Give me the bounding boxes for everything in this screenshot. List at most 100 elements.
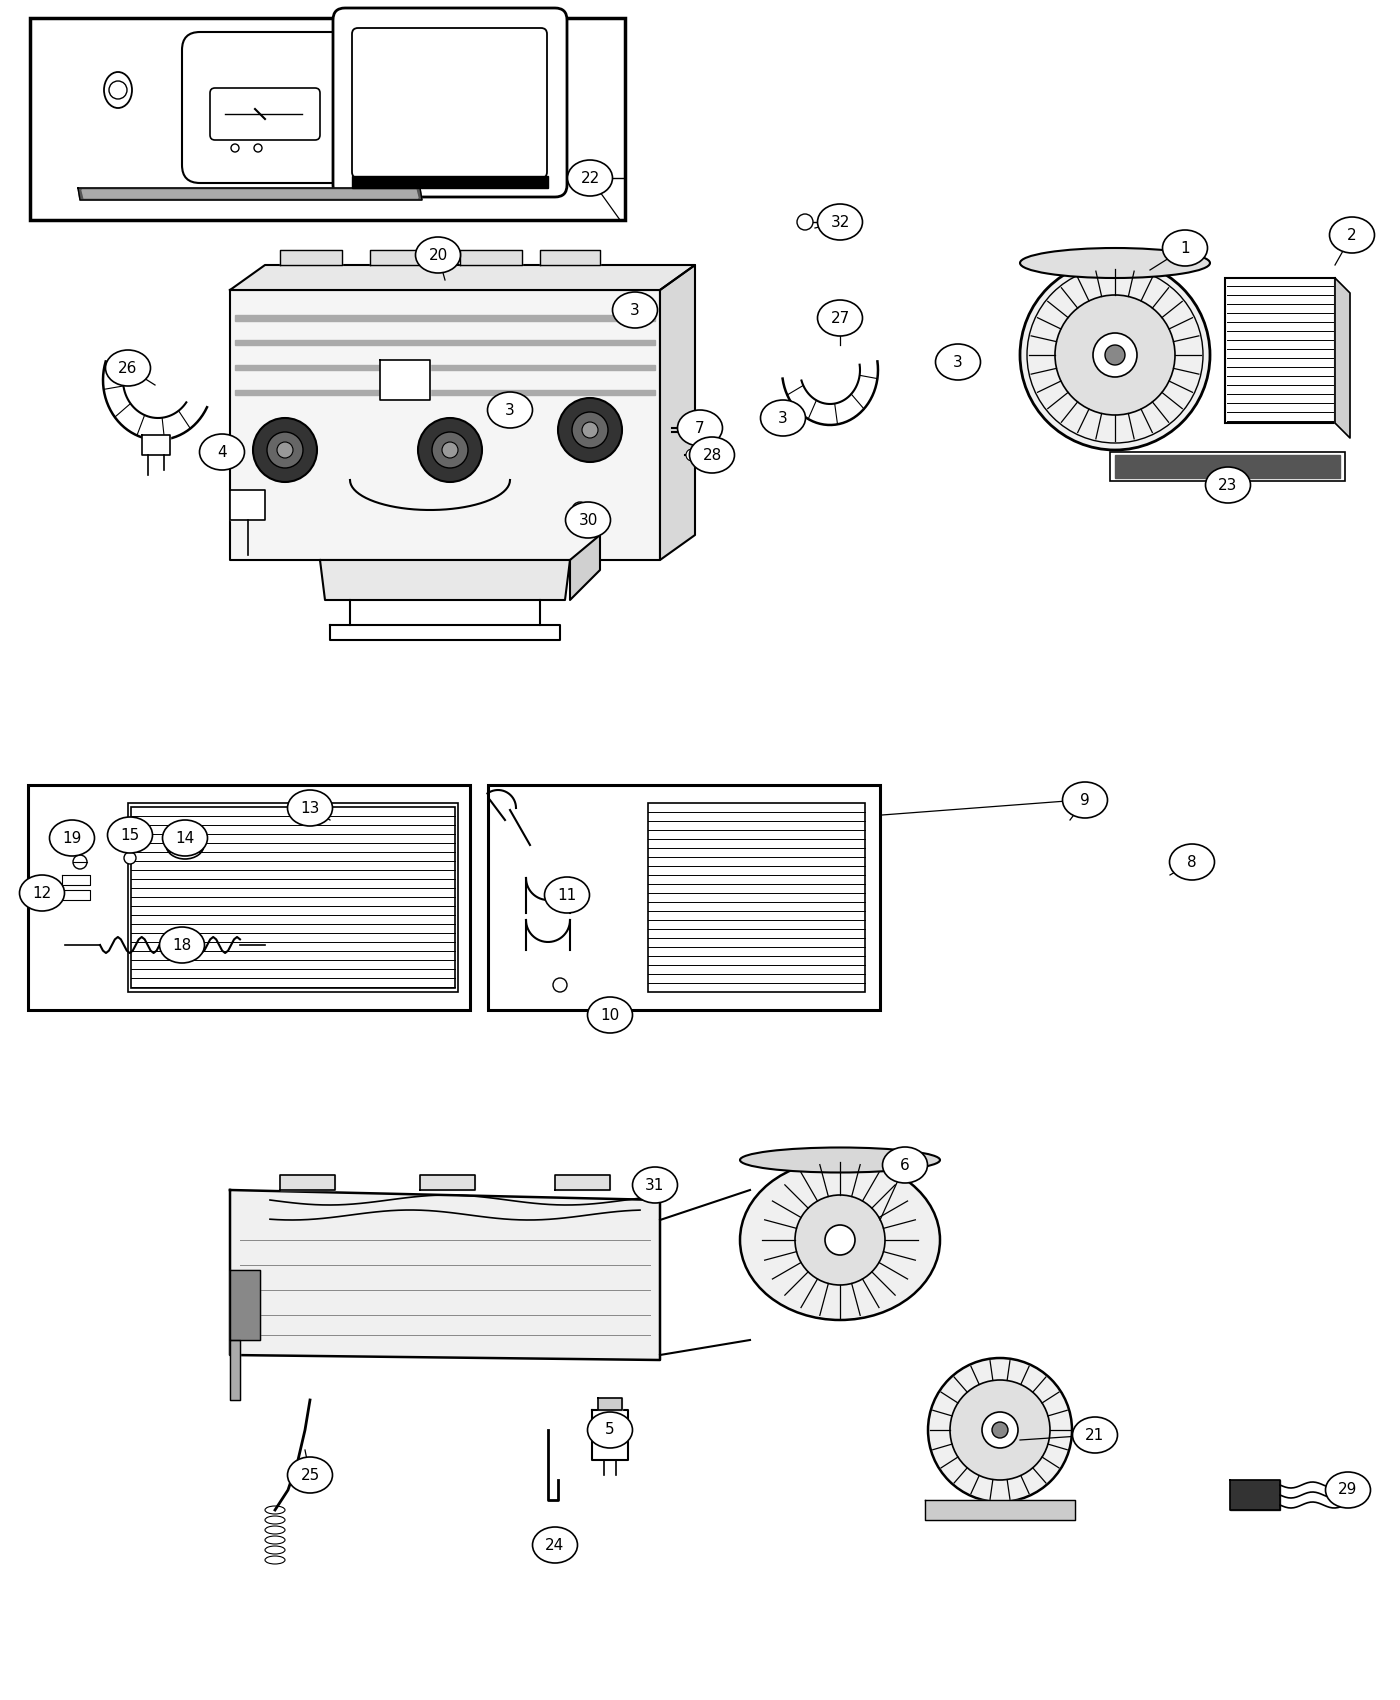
Polygon shape (230, 1270, 260, 1340)
Text: 3: 3 (953, 355, 963, 369)
Text: 24: 24 (546, 1537, 564, 1552)
Ellipse shape (588, 996, 633, 1034)
Circle shape (1093, 333, 1137, 377)
Circle shape (125, 835, 136, 847)
Ellipse shape (1063, 782, 1107, 818)
Ellipse shape (1205, 468, 1250, 503)
Polygon shape (78, 189, 421, 201)
Circle shape (1021, 260, 1210, 451)
Bar (1225, 279, 1336, 423)
Text: 3: 3 (630, 303, 640, 318)
Bar (1110, 452, 1345, 481)
Bar (127, 802, 458, 993)
Text: 18: 18 (172, 937, 192, 952)
Ellipse shape (416, 236, 461, 274)
Polygon shape (598, 1397, 622, 1409)
Text: 15: 15 (120, 828, 140, 843)
Ellipse shape (162, 819, 207, 857)
Circle shape (267, 432, 302, 468)
Polygon shape (554, 1175, 610, 1190)
Text: 4: 4 (217, 444, 227, 459)
Text: 10: 10 (601, 1008, 620, 1022)
Polygon shape (570, 536, 601, 600)
Text: 12: 12 (32, 886, 52, 901)
Text: 19: 19 (63, 831, 81, 845)
Text: 9: 9 (1081, 792, 1089, 808)
Bar (132, 808, 455, 988)
Ellipse shape (689, 437, 735, 473)
Circle shape (559, 398, 622, 462)
Circle shape (433, 432, 468, 468)
Ellipse shape (1021, 248, 1210, 279)
Bar (648, 802, 865, 993)
Circle shape (825, 1226, 855, 1255)
FancyBboxPatch shape (210, 88, 321, 139)
Ellipse shape (49, 819, 95, 857)
Text: 3: 3 (505, 403, 515, 418)
Text: 26: 26 (119, 360, 137, 376)
Polygon shape (230, 1340, 239, 1401)
Circle shape (797, 214, 813, 230)
Text: 5: 5 (605, 1423, 615, 1438)
Text: 22: 22 (581, 170, 599, 185)
Bar (28, 785, 470, 1010)
Ellipse shape (20, 876, 64, 911)
Ellipse shape (1072, 1418, 1117, 1454)
Text: 11: 11 (557, 887, 577, 903)
Ellipse shape (741, 1148, 939, 1173)
Text: 29: 29 (1338, 1482, 1358, 1498)
Polygon shape (83, 190, 419, 197)
Text: 20: 20 (428, 248, 448, 262)
Text: 14: 14 (175, 831, 195, 845)
Polygon shape (321, 559, 570, 600)
Ellipse shape (818, 204, 862, 240)
Circle shape (573, 502, 588, 518)
Polygon shape (235, 389, 655, 394)
Polygon shape (280, 250, 342, 265)
Ellipse shape (105, 350, 151, 386)
Ellipse shape (199, 434, 245, 469)
Circle shape (419, 418, 482, 483)
Circle shape (795, 1195, 885, 1285)
Ellipse shape (1326, 1472, 1371, 1508)
Circle shape (277, 442, 293, 457)
Polygon shape (141, 435, 169, 456)
Circle shape (993, 1421, 1008, 1438)
Circle shape (686, 449, 699, 461)
Text: 32: 32 (830, 214, 850, 230)
Ellipse shape (613, 292, 658, 328)
Polygon shape (230, 1190, 659, 1360)
Text: 7: 7 (696, 420, 704, 435)
Circle shape (253, 144, 262, 151)
Ellipse shape (633, 1166, 678, 1204)
FancyBboxPatch shape (351, 27, 547, 178)
Text: 27: 27 (830, 311, 850, 325)
Ellipse shape (818, 299, 862, 337)
Ellipse shape (1162, 230, 1207, 265)
Circle shape (582, 422, 598, 439)
Polygon shape (62, 891, 90, 899)
Ellipse shape (567, 160, 613, 196)
Polygon shape (351, 177, 547, 189)
Circle shape (125, 852, 136, 864)
Circle shape (951, 1380, 1050, 1481)
Polygon shape (230, 265, 694, 291)
Text: 23: 23 (1218, 478, 1238, 493)
Ellipse shape (678, 410, 722, 445)
Polygon shape (1114, 456, 1340, 478)
Polygon shape (461, 250, 522, 265)
Ellipse shape (532, 1527, 577, 1562)
Ellipse shape (566, 502, 610, 537)
Ellipse shape (588, 1413, 633, 1448)
Text: 1: 1 (1180, 240, 1190, 255)
Ellipse shape (1169, 843, 1215, 881)
Polygon shape (1336, 279, 1350, 439)
Text: 8: 8 (1187, 855, 1197, 869)
Ellipse shape (287, 1457, 333, 1493)
Text: 30: 30 (578, 512, 598, 527)
Circle shape (109, 82, 127, 99)
Circle shape (553, 977, 567, 993)
Polygon shape (1231, 1481, 1280, 1510)
Polygon shape (540, 250, 601, 265)
Polygon shape (235, 314, 655, 321)
